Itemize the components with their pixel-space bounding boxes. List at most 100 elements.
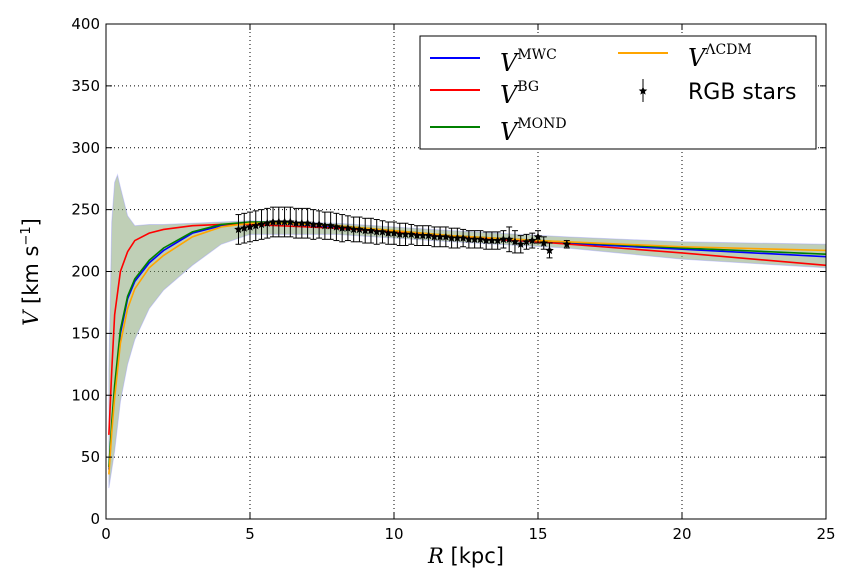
rgb-star-point xyxy=(499,230,508,249)
star-marker xyxy=(545,246,554,255)
star-marker xyxy=(234,224,243,234)
rgb-star-point xyxy=(332,212,341,242)
rgb-star-point xyxy=(441,226,451,248)
star-marker xyxy=(453,233,462,242)
legend-label-sup: BG xyxy=(517,79,539,95)
legend-label: VBG xyxy=(500,79,539,109)
star-marker xyxy=(487,236,497,245)
rgb-star-point xyxy=(326,211,335,240)
y-tick-label: 100 xyxy=(71,386,100,404)
rgb-star-point xyxy=(280,206,289,238)
rgb-star-point xyxy=(418,225,428,247)
y-tick-label: 0 xyxy=(90,510,100,528)
rgb-star-point xyxy=(528,232,537,249)
rgb-star-point xyxy=(384,221,393,245)
legend-label-sup: ΛCDM xyxy=(704,42,751,58)
rgb-star-point xyxy=(274,206,284,238)
legend-label: RGB stars xyxy=(688,80,797,105)
star-marker xyxy=(240,223,249,232)
star-marker xyxy=(314,220,324,229)
rgb-star-point xyxy=(424,225,433,247)
star-marker xyxy=(274,217,284,226)
rgb-star-point xyxy=(562,239,572,249)
rgb-star-point xyxy=(343,215,353,242)
star-marker xyxy=(562,239,572,248)
rgb-star-point xyxy=(297,207,307,239)
star-marker xyxy=(343,223,353,232)
legend-entry: VMOND xyxy=(430,116,567,146)
legend-label-base: V xyxy=(500,49,520,77)
rgb-star-point xyxy=(314,210,324,239)
y-tick-label: 400 xyxy=(71,15,100,33)
star-marker xyxy=(435,232,445,241)
star-marker xyxy=(522,237,531,246)
star-marker xyxy=(360,226,370,235)
star-marker xyxy=(407,229,416,238)
series-line-lcdm xyxy=(108,222,827,475)
x-tick-label: 10 xyxy=(384,525,403,543)
rgb-star-point xyxy=(389,221,399,245)
rgb-star-point xyxy=(360,217,370,244)
rgb-star-point xyxy=(291,207,301,239)
legend-label: VΛCDM xyxy=(688,42,752,72)
star-marker xyxy=(458,233,468,242)
rgb-star-point xyxy=(435,226,445,248)
star-marker xyxy=(499,234,508,243)
rgb-star-point xyxy=(337,214,347,243)
star-marker xyxy=(504,234,514,243)
rgb-star-point xyxy=(493,231,502,250)
rgb-star-point xyxy=(263,207,272,239)
star-marker xyxy=(493,236,502,245)
y-tick-label: 350 xyxy=(71,77,100,95)
x-tick-label: 0 xyxy=(101,525,111,543)
star-marker xyxy=(303,218,312,227)
star-marker xyxy=(320,221,330,230)
rgb-star-point xyxy=(516,235,525,254)
y-tick-label: 300 xyxy=(71,139,100,157)
rgb-star-point xyxy=(257,209,266,240)
star-marker xyxy=(366,226,376,235)
star-marker xyxy=(251,221,260,230)
legend-entry: VΛCDM xyxy=(618,42,752,72)
rgb-star-point xyxy=(234,214,243,245)
rgb-star-point xyxy=(412,225,422,247)
rgb-star-point xyxy=(395,222,404,247)
rgb-star-point xyxy=(487,231,497,250)
star-marker xyxy=(257,220,266,229)
star-marker xyxy=(309,220,318,229)
rgb-star-point xyxy=(401,222,410,247)
rgb-star-point xyxy=(355,216,364,243)
star-marker xyxy=(297,218,307,227)
star-marker xyxy=(533,232,543,241)
x-tick-label: 5 xyxy=(245,525,255,543)
y-tick-label: 50 xyxy=(81,448,100,466)
legend-label: VMOND xyxy=(500,116,567,146)
x-axis-label: R [kpc] xyxy=(427,544,504,568)
y-label-close: ] xyxy=(19,218,43,226)
legend-label-sup: MWC xyxy=(517,47,556,63)
x-tick-label: 15 xyxy=(528,525,547,543)
star-marker xyxy=(401,229,410,238)
rgb-star-point xyxy=(245,211,255,243)
star-marker xyxy=(326,221,335,230)
legend-label-base: V xyxy=(500,118,520,146)
rgb-star-point xyxy=(447,227,456,249)
y-label-var: V xyxy=(19,309,43,326)
star-marker xyxy=(476,234,485,243)
y-axis-label: V [km s−1] xyxy=(19,218,43,326)
star-marker xyxy=(464,234,474,243)
star-marker xyxy=(378,227,387,236)
star-marker xyxy=(280,217,289,226)
x-tick-label: 25 xyxy=(816,525,835,543)
star-marker xyxy=(384,228,393,237)
rgb-star-point xyxy=(545,242,554,259)
rgb-star-point xyxy=(407,223,416,245)
legend-box xyxy=(419,35,817,150)
y-tick-label: 250 xyxy=(71,201,100,219)
rgb-star-point xyxy=(349,216,358,243)
star-marker xyxy=(447,233,456,242)
star-marker xyxy=(349,224,358,234)
star-marker xyxy=(332,222,341,231)
